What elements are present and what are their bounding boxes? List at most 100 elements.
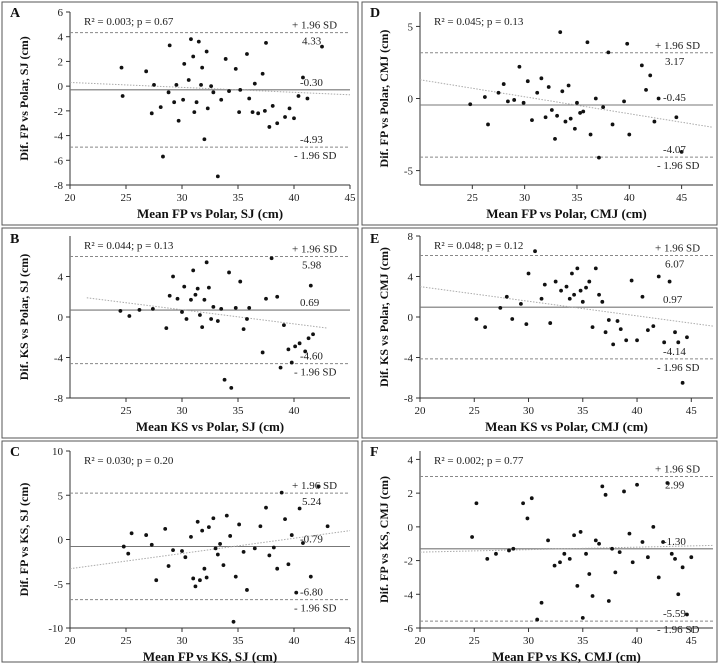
data-point	[644, 87, 648, 92]
y-tick-label: 2	[408, 488, 414, 500]
data-point	[184, 317, 189, 321]
data-point	[679, 149, 684, 154]
y-tick-label: 8	[408, 231, 414, 243]
y-tick-label: 4	[408, 454, 414, 466]
data-point	[200, 65, 205, 70]
data-point	[283, 115, 287, 119]
data-point	[685, 612, 689, 617]
x-axis-label: Mean KS vs Polar, SJ (cm)	[136, 419, 284, 434]
data-point	[163, 526, 168, 531]
data-point	[680, 565, 685, 570]
x-tick-label: 25	[469, 635, 481, 647]
trend-line	[86, 297, 328, 329]
data-point	[468, 102, 473, 107]
data-point	[303, 349, 308, 354]
mean-bias-value: 0.97	[663, 294, 683, 306]
data-point	[204, 49, 209, 54]
panel-letter: F	[370, 445, 379, 460]
data-point	[245, 317, 249, 321]
data-point	[228, 534, 233, 538]
data-point	[572, 533, 576, 538]
data-point	[590, 325, 595, 330]
lower-loa-value: -4.93	[300, 134, 323, 146]
data-point	[182, 62, 187, 66]
data-point	[182, 284, 187, 289]
data-point	[311, 332, 315, 337]
data-point	[600, 299, 605, 304]
x-tick-label: 45	[686, 405, 698, 417]
data-point	[161, 154, 165, 159]
data-point	[580, 615, 585, 620]
data-point	[166, 564, 171, 568]
y-axis-label: Dif. FP vs Polar, CMJ (cm)	[377, 30, 391, 168]
data-point	[645, 328, 650, 333]
data-point	[175, 296, 180, 301]
y-tick-label: -4	[404, 353, 414, 365]
data-point	[258, 524, 263, 529]
lower-sd-tag: - 1.96 SD	[294, 367, 337, 379]
data-point	[245, 588, 249, 592]
data-point	[152, 83, 156, 87]
data-point	[535, 617, 540, 622]
data-point	[282, 323, 286, 327]
data-point	[301, 541, 305, 545]
data-point	[237, 522, 242, 527]
data-point	[238, 279, 243, 284]
data-point	[198, 578, 202, 583]
stats-label: R² = 0.003; p = 0.67	[84, 16, 174, 28]
data-point	[200, 528, 205, 533]
data-point	[510, 317, 515, 321]
data-point	[622, 489, 626, 494]
upper-loa-value: 2.99	[665, 479, 685, 491]
panel-e: E -8 -4 0 4 8 20 25 30 35 40 45 Mean KS vs Polar, CM…	[361, 227, 718, 439]
data-point	[606, 50, 611, 55]
data-point	[205, 106, 210, 111]
data-point	[222, 377, 227, 382]
data-point	[568, 116, 573, 121]
y-tick-label: 5	[58, 490, 64, 502]
y-tick-label: -4	[54, 131, 64, 143]
data-point	[645, 555, 650, 560]
data-point	[525, 79, 530, 84]
data-point	[256, 111, 261, 116]
lower-loa-value: -4.60	[300, 351, 323, 363]
data-point	[570, 271, 574, 276]
data-point	[559, 288, 563, 293]
stats-label: R² = 0.045; p = 0.13	[434, 16, 524, 28]
data-point	[227, 89, 231, 93]
data-point	[521, 501, 525, 506]
data-point	[180, 310, 184, 314]
data-point	[296, 94, 301, 98]
panel-frame	[1, 1, 359, 226]
data-point	[149, 111, 154, 116]
y-tick-label: -10	[48, 623, 63, 635]
data-point	[181, 97, 186, 102]
x-tick-label: 25	[121, 635, 133, 647]
data-point	[192, 110, 197, 114]
data-point	[661, 540, 665, 544]
data-point	[199, 83, 203, 87]
data-point	[301, 75, 305, 80]
data-point	[588, 132, 593, 137]
data-point	[580, 299, 585, 304]
data-point	[172, 100, 177, 105]
data-point	[126, 551, 131, 556]
x-tick-label: 35	[577, 405, 589, 417]
data-point	[539, 76, 544, 81]
data-point	[325, 524, 330, 529]
data-point	[186, 78, 191, 82]
data-point	[506, 99, 510, 104]
y-axis-label: Dif. KS vs Polar, CMJ (cm)	[377, 247, 391, 387]
data-point	[581, 109, 586, 114]
data-point	[635, 482, 639, 487]
data-point	[189, 297, 193, 302]
trend-line	[69, 530, 351, 570]
data-point	[118, 309, 123, 313]
data-point	[593, 538, 598, 543]
data-point	[219, 307, 224, 311]
x-axis-label: Mean FP vs Polar, CMJ (cm)	[486, 206, 647, 221]
data-point	[507, 548, 511, 553]
y-tick-label: 0	[408, 522, 414, 534]
x-tick-label: 20	[415, 635, 427, 647]
data-point	[267, 125, 272, 129]
